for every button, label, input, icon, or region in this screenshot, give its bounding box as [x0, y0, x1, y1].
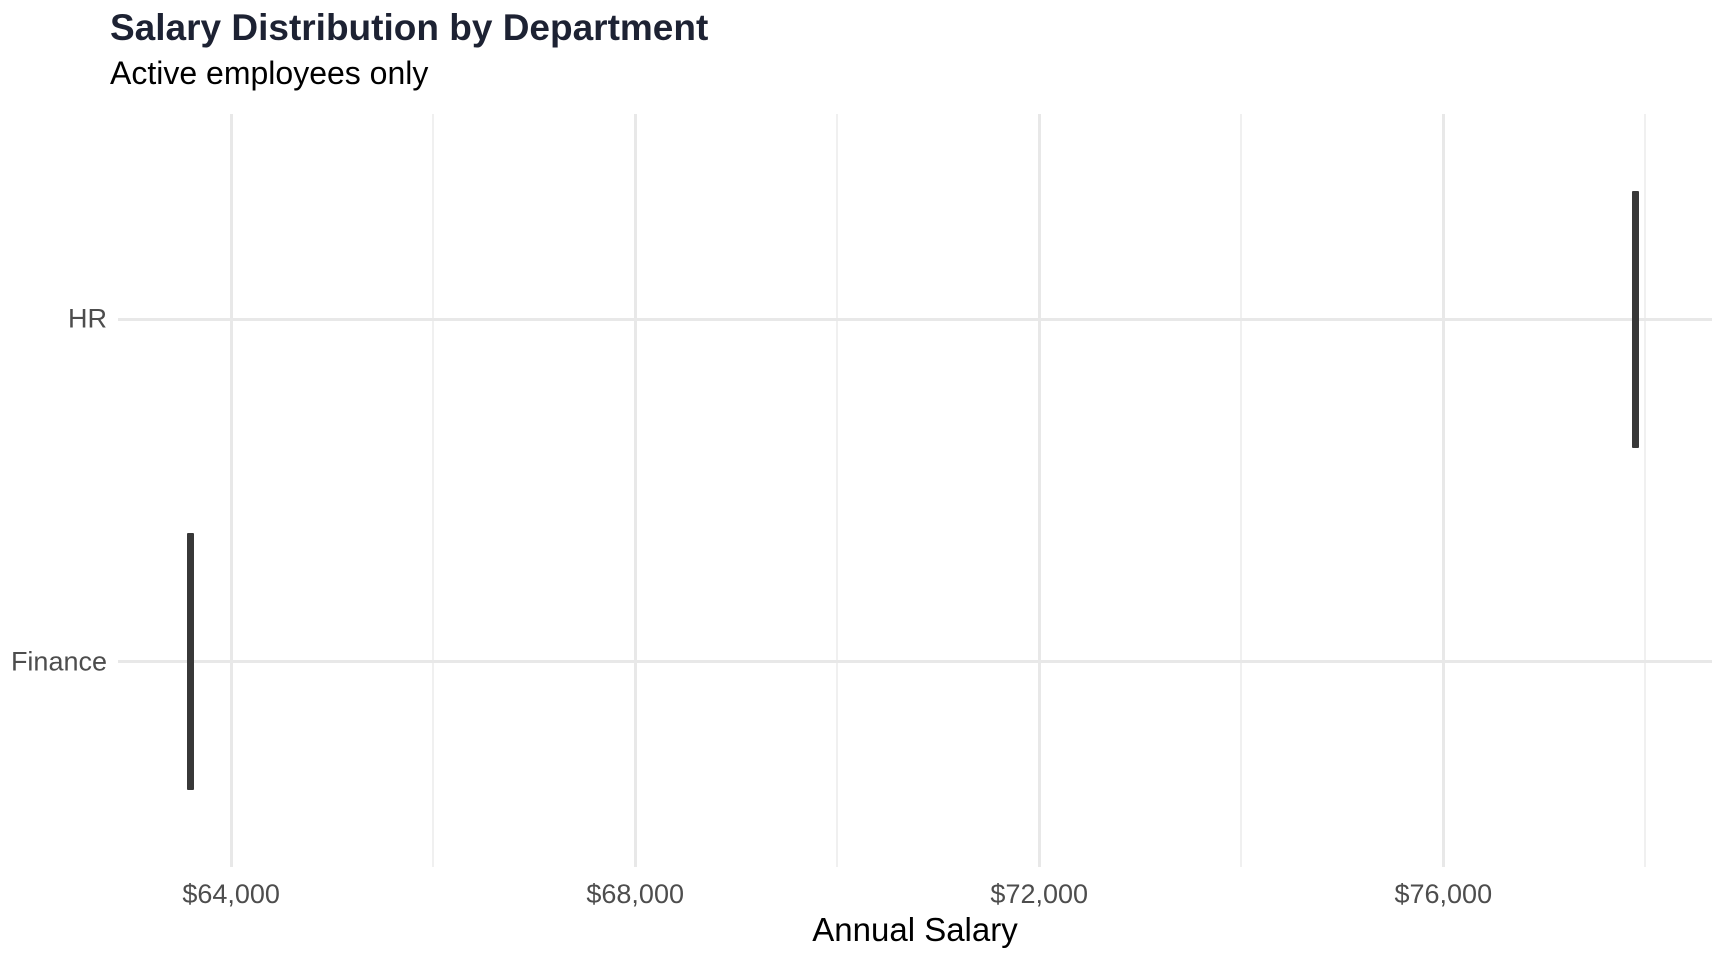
y-tick-label-finance: Finance [10, 646, 107, 677]
chart-title: Salary Distribution by Department [110, 7, 709, 48]
x-major-gridline [1037, 114, 1041, 867]
x-tick-label-76000: $76,000 [1394, 879, 1493, 909]
x-major-gridline [229, 114, 233, 867]
x-minor-gridline [1240, 114, 1243, 867]
plot-panel [118, 114, 1712, 867]
x-minor-gridline [836, 114, 839, 867]
y-major-gridline [118, 317, 1712, 321]
x-minor-gridline [1644, 114, 1647, 867]
y-major-gridline [118, 660, 1712, 664]
x-axis-title: Annual Salary [812, 911, 1018, 948]
chart-subtitle: Active employees only [110, 55, 429, 91]
boxplot-hr [1631, 191, 1639, 448]
x-tick-label-72000: $72,000 [990, 879, 1089, 909]
x-major-gridline [1441, 114, 1445, 867]
boxplot-finance [187, 533, 195, 790]
x-minor-gridline [432, 114, 435, 867]
x-major-gridline [633, 114, 637, 867]
y-tick-label-hr: HR [68, 303, 107, 334]
x-tick-label-64000: $64,000 [182, 879, 280, 909]
x-tick-label-68000: $68,000 [586, 879, 684, 909]
